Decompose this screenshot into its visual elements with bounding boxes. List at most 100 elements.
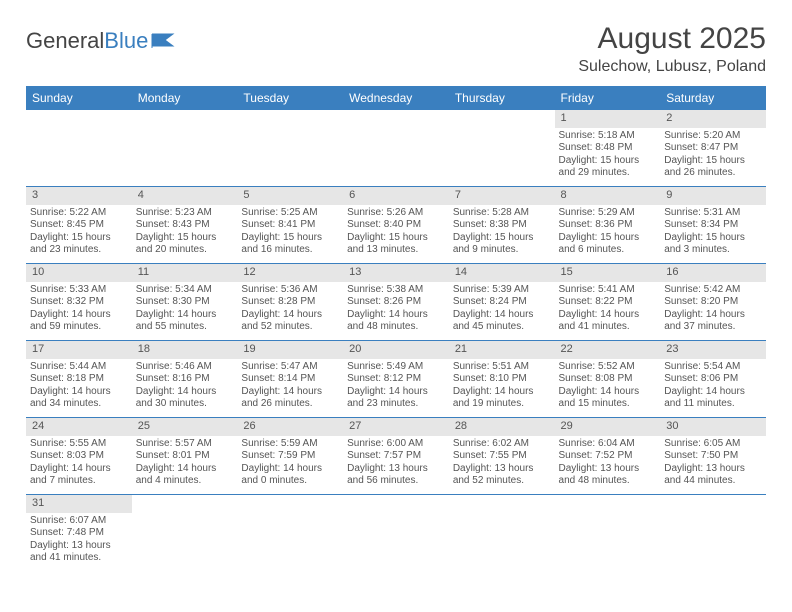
- day-number: 29: [555, 418, 661, 436]
- day-details: Sunrise: 5:57 AMSunset: 8:01 PMDaylight:…: [132, 436, 238, 490]
- weekday-header: Wednesday: [343, 86, 449, 110]
- day-details: Sunrise: 5:39 AMSunset: 8:24 PMDaylight:…: [449, 282, 555, 336]
- logo-text-general: General: [26, 28, 104, 54]
- calendar-cell: 24 Sunrise: 5:55 AMSunset: 8:03 PMDayligh…: [26, 418, 132, 495]
- calendar-cell: 17Sunrise: 5:44 AMSunset: 8:18 PMDayligh…: [26, 341, 132, 418]
- calendar-cell: 16Sunrise: 5:42 AMSunset: 8:20 PMDayligh…: [660, 264, 766, 341]
- day-number: 30: [660, 418, 766, 436]
- calendar-cell: [237, 495, 343, 572]
- sunrise-text: Sunrise: 5:23 AM: [136, 207, 234, 220]
- sunrise-text: Sunrise: 5:28 AM: [453, 207, 551, 220]
- day-details: Sunrise: 5:25 AMSunset: 8:41 PMDaylight:…: [237, 205, 343, 259]
- calendar-cell: 23Sunrise: 5:54 AMSunset: 8:06 PMDayligh…: [660, 341, 766, 418]
- calendar-cell: 20Sunrise: 5:49 AMSunset: 8:12 PMDayligh…: [343, 341, 449, 418]
- daylight-text: Daylight: 14 hours and 15 minutes.: [559, 386, 657, 411]
- daylight-text: Daylight: 14 hours and 55 minutes.: [136, 309, 234, 334]
- calendar-cell: 15Sunrise: 5:41 AMSunset: 8:22 PMDayligh…: [555, 264, 661, 341]
- day-number: 3: [26, 187, 132, 205]
- day-details: Sunrise: 5:52 AMSunset: 8:08 PMDaylight:…: [555, 359, 661, 413]
- location-text: Sulechow, Lubusz, Poland: [578, 58, 766, 76]
- sunset-text: Sunset: 8:32 PM: [30, 296, 128, 309]
- calendar-cell: [132, 495, 238, 572]
- sunrise-text: Sunrise: 5:46 AM: [136, 361, 234, 374]
- day-number: 13: [343, 264, 449, 282]
- daylight-text: Daylight: 14 hours and 7 minutes.: [30, 463, 128, 488]
- sunset-text: Sunset: 7:50 PM: [664, 450, 762, 463]
- sunset-text: Sunset: 8:16 PM: [136, 373, 234, 386]
- day-details: Sunrise: 5:31 AMSunset: 8:34 PMDaylight:…: [660, 205, 766, 259]
- calendar-cell: 25Sunrise: 5:57 AMSunset: 8:01 PMDayligh…: [132, 418, 238, 495]
- sunrise-text: Sunrise: 5:34 AM: [136, 284, 234, 297]
- sunrise-text: Sunrise: 5:31 AM: [664, 207, 762, 220]
- calendar-cell: 6Sunrise: 5:26 AMSunset: 8:40 PMDaylight…: [343, 187, 449, 264]
- day-number: 4: [132, 187, 238, 205]
- sunset-text: Sunset: 7:52 PM: [559, 450, 657, 463]
- calendar-cell: 5Sunrise: 5:25 AMSunset: 8:41 PMDaylight…: [237, 187, 343, 264]
- day-number: 24: [26, 418, 132, 436]
- calendar-cell: [449, 110, 555, 187]
- day-number: 19: [237, 341, 343, 359]
- calendar-cell: 22Sunrise: 5:52 AMSunset: 8:08 PMDayligh…: [555, 341, 661, 418]
- day-details: Sunrise: 6:04 AMSunset: 7:52 PMDaylight:…: [555, 436, 661, 490]
- day-number: 22: [555, 341, 661, 359]
- sunrise-text: Sunrise: 5:41 AM: [559, 284, 657, 297]
- daylight-text: Daylight: 14 hours and 26 minutes.: [241, 386, 339, 411]
- sunrise-text: Sunrise: 6:07 AM: [30, 515, 128, 528]
- day-details: Sunrise: 5:28 AMSunset: 8:38 PMDaylight:…: [449, 205, 555, 259]
- daylight-text: Daylight: 15 hours and 3 minutes.: [664, 232, 762, 257]
- day-number: 14: [449, 264, 555, 282]
- day-number: 5: [237, 187, 343, 205]
- calendar-row: 10Sunrise: 5:33 AMSunset: 8:32 PMDayligh…: [26, 264, 766, 341]
- sunrise-text: Sunrise: 5:55 AM: [30, 438, 128, 451]
- calendar-cell: [26, 110, 132, 187]
- sunrise-text: Sunrise: 5:51 AM: [453, 361, 551, 374]
- calendar-cell: 7Sunrise: 5:28 AMSunset: 8:38 PMDaylight…: [449, 187, 555, 264]
- calendar-cell: [449, 495, 555, 572]
- day-number: 10: [26, 264, 132, 282]
- sunset-text: Sunset: 7:59 PM: [241, 450, 339, 463]
- calendar-cell: 26Sunrise: 5:59 AMSunset: 7:59 PMDayligh…: [237, 418, 343, 495]
- calendar-cell: 19Sunrise: 5:47 AMSunset: 8:14 PMDayligh…: [237, 341, 343, 418]
- sunset-text: Sunset: 8:03 PM: [30, 450, 128, 463]
- daylight-text: Daylight: 15 hours and 6 minutes.: [559, 232, 657, 257]
- sunset-text: Sunset: 8:26 PM: [347, 296, 445, 309]
- day-details: Sunrise: 5:41 AMSunset: 8:22 PMDaylight:…: [555, 282, 661, 336]
- calendar-cell: [132, 110, 238, 187]
- header: GeneralBlue August 2025 Sulechow, Lubusz…: [26, 22, 766, 76]
- sunset-text: Sunset: 8:34 PM: [664, 219, 762, 232]
- sunrise-text: Sunrise: 5:39 AM: [453, 284, 551, 297]
- sunset-text: Sunset: 8:43 PM: [136, 219, 234, 232]
- title-block: August 2025 Sulechow, Lubusz, Poland: [578, 22, 766, 76]
- sunset-text: Sunset: 8:18 PM: [30, 373, 128, 386]
- day-details: Sunrise: 5:23 AMSunset: 8:43 PMDaylight:…: [132, 205, 238, 259]
- day-number: 2: [660, 110, 766, 128]
- calendar-cell: 4Sunrise: 5:23 AMSunset: 8:43 PMDaylight…: [132, 187, 238, 264]
- sunrise-text: Sunrise: 5:25 AM: [241, 207, 339, 220]
- daylight-text: Daylight: 14 hours and 59 minutes.: [30, 309, 128, 334]
- weekday-header: Tuesday: [237, 86, 343, 110]
- sunset-text: Sunset: 8:22 PM: [559, 296, 657, 309]
- sunset-text: Sunset: 8:41 PM: [241, 219, 339, 232]
- calendar-cell: 18Sunrise: 5:46 AMSunset: 8:16 PMDayligh…: [132, 341, 238, 418]
- sunset-text: Sunset: 7:55 PM: [453, 450, 551, 463]
- day-number: 7: [449, 187, 555, 205]
- daylight-text: Daylight: 14 hours and 19 minutes.: [453, 386, 551, 411]
- calendar-cell: 21Sunrise: 5:51 AMSunset: 8:10 PMDayligh…: [449, 341, 555, 418]
- calendar-cell: 31Sunrise: 6:07 AMSunset: 7:48 PMDayligh…: [26, 495, 132, 572]
- calendar-cell: [343, 495, 449, 572]
- sunrise-text: Sunrise: 5:42 AM: [664, 284, 762, 297]
- day-details: Sunrise: 5:46 AMSunset: 8:16 PMDaylight:…: [132, 359, 238, 413]
- sunrise-text: Sunrise: 5:26 AM: [347, 207, 445, 220]
- sunset-text: Sunset: 8:08 PM: [559, 373, 657, 386]
- daylight-text: Daylight: 14 hours and 30 minutes.: [136, 386, 234, 411]
- day-details: Sunrise: 5:26 AMSunset: 8:40 PMDaylight:…: [343, 205, 449, 259]
- calendar-cell: 28Sunrise: 6:02 AMSunset: 7:55 PMDayligh…: [449, 418, 555, 495]
- daylight-text: Daylight: 14 hours and 45 minutes.: [453, 309, 551, 334]
- daylight-text: Daylight: 15 hours and 20 minutes.: [136, 232, 234, 257]
- daylight-text: Daylight: 15 hours and 9 minutes.: [453, 232, 551, 257]
- weekday-header: Sunday: [26, 86, 132, 110]
- day-number: 15: [555, 264, 661, 282]
- calendar-cell: [660, 495, 766, 572]
- calendar-cell: 10Sunrise: 5:33 AMSunset: 8:32 PMDayligh…: [26, 264, 132, 341]
- calendar-row: 17Sunrise: 5:44 AMSunset: 8:18 PMDayligh…: [26, 341, 766, 418]
